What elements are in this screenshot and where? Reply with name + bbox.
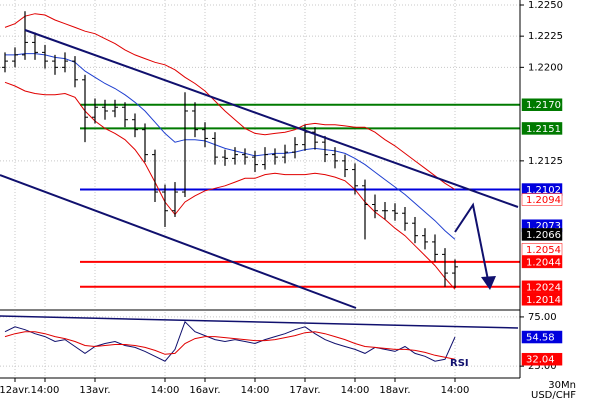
indicator-line <box>4 81 456 290</box>
y-tick-label: 25.00 <box>528 361 557 372</box>
level-label-box <box>521 98 563 111</box>
x-tick-label: 14:00 <box>151 385 180 396</box>
timeframe: 30Mn <box>548 380 576 391</box>
rsi-label: RSI <box>450 358 469 369</box>
projection-arrow <box>454 202 489 281</box>
y-tick-label: 75.00 <box>528 312 557 323</box>
level-label-box <box>521 255 563 269</box>
y-tick-label: 1.2200 <box>528 62 563 73</box>
level-label: 1.2170 <box>526 100 561 111</box>
indicator-line <box>5 53 456 240</box>
trend-line <box>24 29 519 208</box>
trend-line <box>0 174 357 309</box>
level-label-box <box>521 193 563 206</box>
x-tick-label: 13avr. <box>79 385 110 396</box>
level-label: 1.2024 <box>526 282 561 293</box>
x-tick-label: 14:00 <box>31 385 60 396</box>
indicator-line <box>4 331 456 360</box>
level-label-box <box>521 122 563 135</box>
y-tick-label: 1.2125 <box>528 156 563 167</box>
level-label: 1.2102 <box>526 185 561 196</box>
level-label-box <box>521 228 563 241</box>
level-label-box <box>521 330 563 344</box>
indicator-line <box>4 13 456 190</box>
y-tick-label: 1.2225 <box>528 31 563 42</box>
level-label: 1.2054 <box>526 245 561 256</box>
x-tick-label: 14:00 <box>241 385 270 396</box>
x-tick-label: 16avr. <box>189 385 220 396</box>
level-label-box <box>521 280 563 294</box>
rsi-trend-line <box>0 315 519 329</box>
x-tick-label: 17avr. <box>289 385 320 396</box>
x-tick-label: 12avr. <box>0 385 31 396</box>
level-label: 1.2151 <box>526 124 561 135</box>
level-label: 1.2044 <box>526 257 561 268</box>
level-label: 1.2073 <box>526 221 561 232</box>
symbol: USD/CHF <box>531 390 576 400</box>
x-tick-label: 18avr. <box>379 385 410 396</box>
level-label: 1.2094 <box>526 195 561 206</box>
level-label: 1.2066 <box>526 230 561 241</box>
level-label-box <box>521 352 563 366</box>
level-label: 1.2014 <box>526 295 561 306</box>
level-label: 32.04 <box>526 355 555 366</box>
arrow-head <box>481 276 496 290</box>
level-label: 54.58 <box>526 333 555 344</box>
x-tick-label: 14:00 <box>441 385 470 396</box>
level-label-box <box>521 243 563 256</box>
level-label-box <box>521 293 563 306</box>
y-tick-label: 1.2250 <box>528 0 563 11</box>
marks <box>2 11 520 362</box>
x-tick-label: 14:00 <box>341 385 370 396</box>
